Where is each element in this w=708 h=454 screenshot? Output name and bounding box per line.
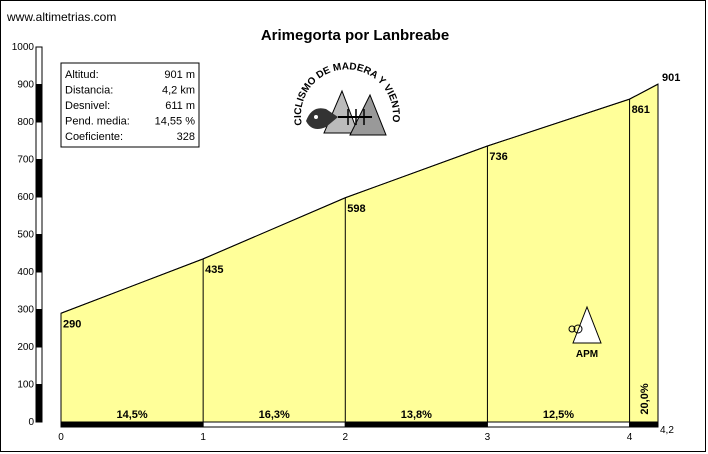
x-scale-segment (202, 421, 346, 428)
grade-labels: 14,5% 16,3% 13,8% 12,5% 20,0% (116, 383, 650, 421)
profile-line (60, 83, 659, 314)
y-tick-label: 0 (28, 417, 34, 428)
elevation-label: 736 (489, 151, 507, 163)
y-tick-label: 900 (17, 80, 34, 91)
elevation-label: 290 (63, 318, 81, 330)
logo: CICLISMO DE MADERA Y VIENTO (293, 61, 401, 145)
y-tick-label: 300 (17, 305, 34, 316)
info-label: Desnivel: (65, 100, 110, 112)
km-segment-lines (60, 84, 659, 422)
cyclist-icon (573, 324, 583, 334)
info-value: 611 m (165, 100, 195, 112)
grade-label: 13,8% (401, 409, 432, 421)
logo-mountain-icon (349, 93, 387, 136)
y-tick-label: 200 (17, 342, 34, 353)
elevation-label: 435 (205, 264, 223, 276)
y-scale-segment (35, 84, 43, 123)
y-tick-label: 600 (17, 192, 34, 203)
y-axis-scale-bar (35, 46, 43, 423)
site-url: www.altimetrias.com (6, 10, 116, 24)
y-tick-label: 1000 (12, 42, 35, 53)
apm-badge: APM (568, 305, 602, 360)
x-tick-label: 2 (343, 432, 349, 443)
x-axis-ticks: 0 1 2 3 4 4,2 (58, 425, 674, 443)
x-tick-label: 4,2 (660, 425, 674, 436)
x-tick-label: 1 (200, 432, 206, 443)
x-scale-segment (344, 421, 488, 428)
y-scale-segment (35, 384, 43, 423)
y-tick-label: 400 (17, 267, 34, 278)
x-scale-segment (60, 421, 204, 428)
info-value: 14,55 % (155, 116, 196, 128)
elevation-label: 598 (347, 203, 365, 215)
info-label: Altitud: (65, 69, 99, 81)
apm-label: APM (576, 349, 598, 360)
y-tick-label: 100 (17, 380, 34, 391)
y-scale-segment (35, 271, 43, 310)
x-tick-label: 3 (485, 432, 491, 443)
info-value: 4,2 km (162, 85, 195, 97)
y-scale-segment (35, 121, 43, 160)
x-tick-label: 0 (58, 432, 64, 443)
y-scale-segment (35, 309, 43, 348)
grade-label: 12,5% (543, 409, 574, 421)
elevation-label: 861 (632, 104, 650, 116)
y-tick-label: 700 (17, 155, 34, 166)
y-scale-segment (35, 46, 43, 85)
y-scale-segment (35, 346, 43, 385)
elevation-labels: 290 435 598 736 861 901 (63, 72, 680, 330)
info-value: 328 (177, 131, 195, 143)
x-scale-segment (629, 421, 659, 428)
chart-title: Arimegorta por Lanbreabe (261, 27, 449, 44)
logo-fish-icon (306, 108, 338, 129)
grade-label: 20,0% (639, 383, 651, 414)
elevation-label: 901 (662, 72, 680, 84)
y-scale-segment (35, 159, 43, 198)
x-tick-label: 4 (627, 432, 633, 443)
info-box: Altitud: 901 m Distancia: 4,2 km Desnivel: 61… (60, 62, 200, 148)
y-scale-segment (35, 234, 43, 273)
logo-mountain-icon (323, 89, 359, 134)
x-scale-segment (486, 421, 631, 428)
y-tick-label: 800 (17, 117, 34, 128)
grade-label: 14,5% (116, 409, 147, 421)
y-axis-ticks: 0 100 200 300 400 500 600 700 800 900 1000 (12, 42, 35, 428)
info-label: Coeficiente: (65, 131, 123, 143)
info-box-frame (60, 62, 200, 148)
x-axis-scale-bar (60, 421, 659, 428)
grade-label: 16,3% (259, 409, 290, 421)
y-scale-segment (35, 196, 43, 235)
info-label: Pend. media: (65, 116, 130, 128)
info-value: 901 m (164, 69, 195, 81)
info-label: Distancia: (65, 85, 113, 97)
y-tick-label: 500 (17, 230, 34, 241)
